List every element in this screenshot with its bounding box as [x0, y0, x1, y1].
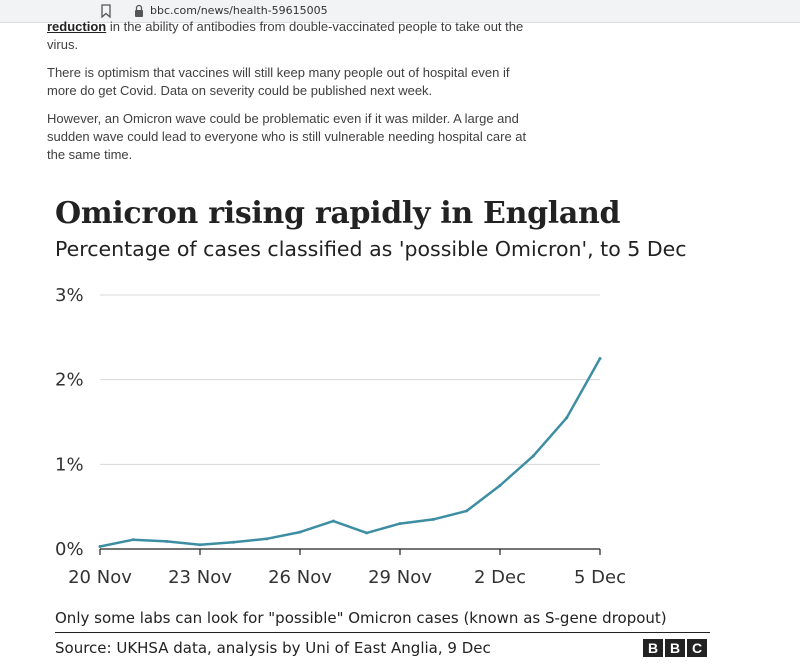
omicron-line-chart: 0% 1% 2% 3% 20 Nov 23 Nov 26 Nov 29 Nov 2 Dec 5 D…	[55, 285, 626, 588]
data-point	[598, 357, 602, 360]
chart-title: Omicron rising rapidly in England	[55, 196, 621, 231]
data-point	[231, 540, 235, 544]
data-point	[398, 522, 402, 526]
data-point	[465, 509, 469, 513]
logo-letter: B	[665, 639, 685, 657]
y-tick-label: 0%	[55, 539, 84, 560]
data-point	[265, 537, 269, 541]
data-point	[131, 538, 135, 542]
article-paragraph: There is optimism that vaccines will sti…	[47, 65, 510, 98]
lock-icon[interactable]	[133, 4, 145, 18]
paragraph-text: in the ability of antibodies from double…	[47, 19, 524, 52]
data-point	[198, 543, 202, 547]
x-tick-label: 20 Nov	[68, 567, 132, 588]
article-paragraph: reduction in the ability of antibodies f…	[47, 18, 527, 54]
data-point	[365, 531, 369, 535]
data-point	[331, 519, 335, 523]
omicron-series-line	[99, 357, 602, 548]
y-tick-label: 1%	[55, 454, 84, 475]
data-point	[565, 416, 569, 420]
url-text[interactable]: bbc.com/news/health-59615005	[150, 4, 328, 17]
article-body: reduction in the ability of antibodies f…	[47, 18, 527, 174]
data-point	[98, 544, 102, 548]
data-point	[165, 539, 169, 543]
x-tick-label: 2 Dec	[474, 567, 526, 588]
data-point	[498, 484, 502, 487]
reduction-link[interactable]: reduction	[47, 19, 107, 34]
bbc-logo: B B C	[643, 639, 707, 657]
article-paragraph: However, an Omicron wave could be proble…	[47, 111, 527, 162]
data-point	[531, 454, 535, 458]
logo-letter: C	[687, 639, 707, 657]
x-tick-label: 23 Nov	[168, 567, 232, 588]
x-tick-label: 5 Dec	[574, 567, 626, 588]
logo-letter: B	[643, 639, 663, 657]
x-tick-label: 26 Nov	[268, 567, 332, 588]
chart-source: Source: UKHSA data, analysis by Uni of E…	[55, 639, 491, 657]
bookmark-icon[interactable]	[100, 4, 112, 18]
data-point	[298, 530, 302, 534]
data-point	[431, 517, 435, 521]
chart-note: Only some labs can look for "possible" O…	[55, 609, 667, 627]
y-tick-label: 3%	[55, 285, 84, 306]
divider	[55, 632, 710, 633]
y-tick-label: 2%	[55, 370, 84, 391]
chart-subtitle: Percentage of cases classified as 'possi…	[55, 237, 687, 261]
x-tick-label: 29 Nov	[368, 567, 432, 588]
browser-toolbar: bbc.com/news/health-59615005	[0, 0, 800, 23]
